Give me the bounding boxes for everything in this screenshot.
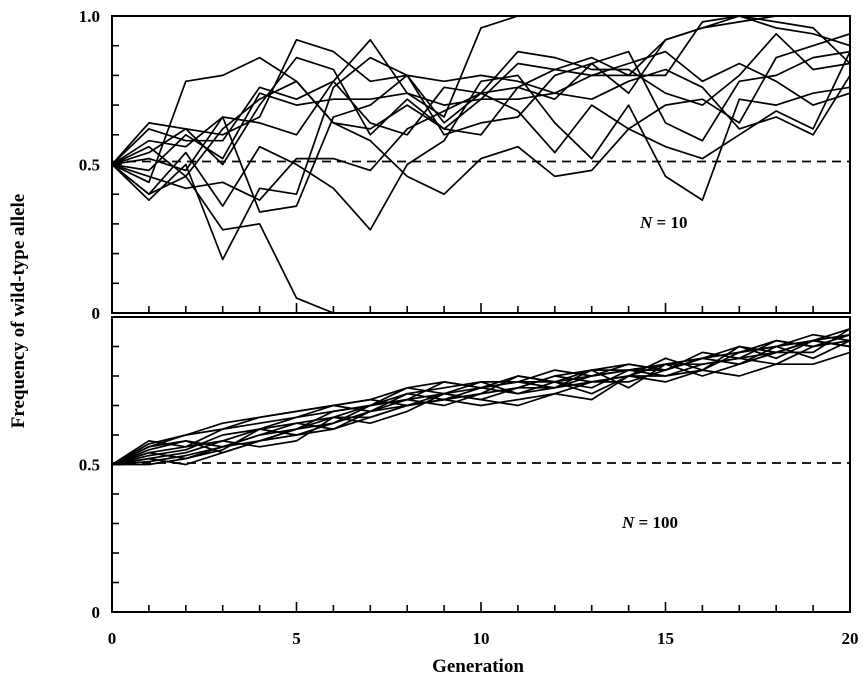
plot-frame: [111, 316, 851, 613]
series-line-11: [112, 351, 850, 466]
x-tick-label: 15: [657, 629, 674, 648]
series-line-6: [112, 50, 850, 166]
series-line-10: [112, 327, 850, 466]
y-tick-label: 1.0: [79, 7, 100, 26]
population-size-label: N = 10: [639, 213, 687, 232]
x-tick-label: 5: [292, 629, 301, 648]
series-line-4: [112, 328, 850, 466]
series-line-10: [112, 16, 555, 166]
x-axis-title: Generation: [432, 656, 524, 677]
series-line-3: [112, 68, 850, 172]
population-size-label: N = 100: [621, 513, 678, 532]
x-tick-label: 20: [842, 629, 859, 648]
y-tick-label: 0: [92, 304, 101, 323]
series-line-4: [112, 16, 850, 178]
series-line-12: [112, 74, 850, 231]
series-line-9: [112, 38, 850, 166]
series-group: [112, 16, 850, 313]
y-axis-title: Frequency of wild-type allele: [8, 194, 29, 428]
series-line-12: [112, 339, 850, 466]
panel-top-n10: 1.0 0.5 0 N = 10: [79, 7, 851, 323]
y-tick-label: 0.5: [79, 456, 100, 475]
series-line-8: [112, 333, 850, 466]
y-tick-label: 0: [92, 603, 101, 622]
series-group: [112, 327, 850, 466]
series-line-11: [112, 51, 850, 196]
series-line-8: [112, 32, 850, 201]
series-line-1: [112, 16, 850, 261]
series-line-7: [112, 339, 850, 466]
panel-bottom-n100: 0.5 00 5 10 15 20 N = 100: [79, 316, 859, 648]
series-line-7: [112, 16, 850, 166]
x-tick-label: 10: [473, 629, 490, 648]
x-tick-label: 0: [108, 629, 117, 648]
series-line-2: [112, 163, 371, 313]
y-tick-label: 0.5: [79, 156, 100, 175]
